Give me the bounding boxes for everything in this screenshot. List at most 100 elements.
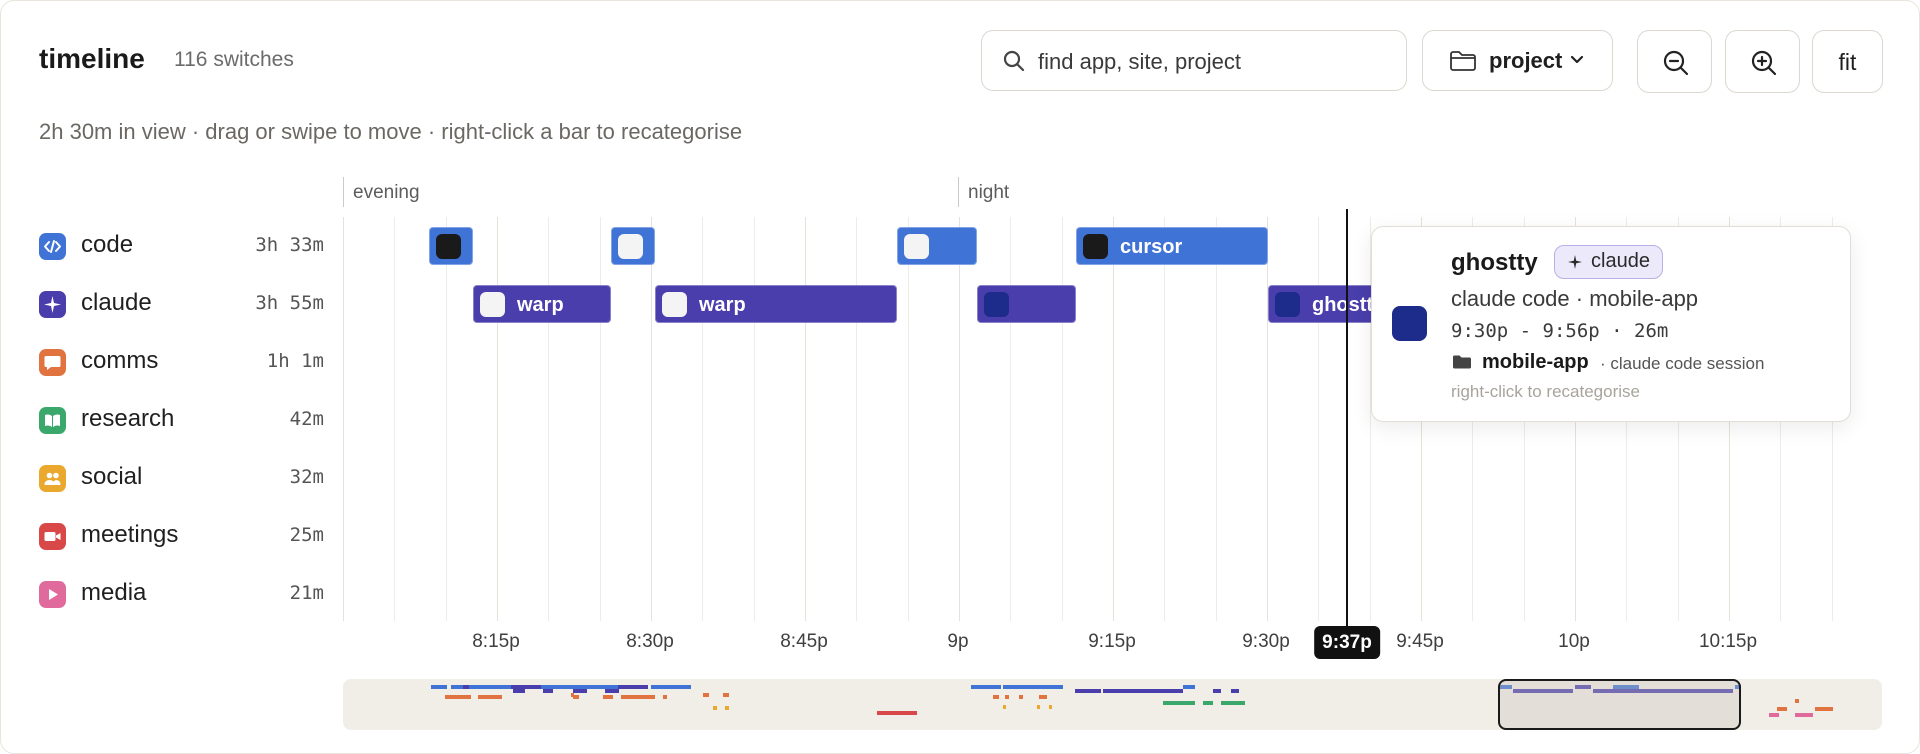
timeline-track[interactable]: evening night 8:15p 8:30p 8:45p 9p 9:15p… [343, 177, 1855, 659]
minimap-viewport[interactable] [1498, 679, 1741, 730]
minimap-segment [1005, 695, 1009, 699]
page-title: timeline [39, 43, 145, 74]
minimap-segment [431, 685, 445, 689]
activity-bar[interactable]: ghostty [1268, 285, 1388, 323]
minimap-segment [511, 685, 567, 689]
category-name: claude [81, 289, 152, 316]
grid-line [1010, 217, 1011, 621]
folder-icon [1453, 355, 1471, 369]
minimap-segment [1003, 685, 1033, 689]
category-row-research[interactable]: research 42m [39, 405, 324, 435]
category-duration: 21m [289, 582, 324, 604]
zoom-out-button[interactable] [1637, 30, 1712, 93]
grid-line [1164, 217, 1165, 621]
project-filter-button[interactable]: project [1422, 30, 1613, 91]
grid-line [1113, 217, 1114, 621]
grid-line [600, 217, 601, 621]
minimap-segment [1003, 705, 1006, 709]
bar-label: warp [699, 294, 746, 316]
minimap-segment [1795, 713, 1813, 717]
minimap-segment [1049, 705, 1052, 709]
minimap-segment [1593, 689, 1653, 693]
time-tick: 8:15p [472, 631, 520, 652]
minimap-segment [1037, 705, 1040, 709]
minimap-segment [663, 695, 667, 699]
category-duration: 3h 55m [255, 292, 324, 314]
minimap-segment [1575, 685, 1591, 689]
category-duration: 32m [289, 466, 324, 488]
zoom-in-button[interactable] [1725, 30, 1800, 93]
play-icon [39, 581, 66, 608]
minimap-segment [1769, 713, 1779, 717]
activity-bar[interactable]: warp [473, 285, 611, 323]
minimap-segment [1103, 689, 1153, 693]
time-tick: 10p [1558, 631, 1590, 652]
activity-bar[interactable] [897, 227, 977, 265]
activity-bar[interactable] [611, 227, 655, 265]
minimap-segment [1815, 707, 1833, 711]
grid-line [343, 217, 344, 621]
cursor-icon [436, 234, 461, 259]
category-row-social[interactable]: social 32m [39, 463, 324, 493]
activity-bar[interactable] [429, 227, 473, 265]
category-row-code[interactable]: code 3h 33m [39, 231, 324, 261]
minimap-segment [463, 685, 469, 689]
minimap-segment [1653, 689, 1733, 693]
tooltip-session: · claude code session [1600, 354, 1765, 373]
minimap-segment [1613, 685, 1639, 689]
fit-label: fit [1838, 49, 1857, 75]
zoom-in-icon [1751, 50, 1777, 76]
minimap-segment [1777, 707, 1787, 711]
time-tick: 9:30p [1242, 631, 1290, 652]
chevron-down-icon [1570, 55, 1584, 64]
category-row-meetings[interactable]: meetings 25m [39, 521, 324, 551]
minimap-segment [605, 689, 619, 693]
minimap-segment [441, 685, 447, 689]
search-input[interactable]: find app, site, project [981, 30, 1407, 91]
category-duration: 42m [289, 408, 324, 430]
minimap-segment [603, 695, 613, 699]
category-badge: claude [1554, 245, 1663, 279]
tooltip-hint: right-click to recategorise [1451, 382, 1640, 401]
minimap-segment [478, 695, 502, 699]
tooltip-time-range: 9:30p - 9:56p · 26m [1451, 320, 1669, 342]
category-row-comms[interactable]: comms 1h 1m [39, 347, 324, 377]
minimap-segment [618, 685, 648, 689]
activity-bar[interactable] [977, 285, 1076, 323]
book-icon [39, 407, 66, 434]
minimap-segment [1221, 701, 1245, 705]
minimap-segment [445, 695, 471, 699]
chrome-icon [904, 234, 929, 259]
category-row-claude[interactable]: claude 3h 55m [39, 289, 324, 319]
minimap-segment [635, 695, 655, 699]
minimap-segment [543, 689, 553, 693]
sparkle-icon [1568, 255, 1582, 269]
minimap-segment [1039, 695, 1047, 699]
category-name: meetings [81, 521, 179, 548]
warp-icon [480, 292, 505, 317]
minimap-segment [571, 693, 574, 697]
warp-icon [662, 292, 687, 317]
category-name: social [81, 463, 143, 490]
time-tick: 9:45p [1396, 631, 1444, 652]
category-duration: 3h 33m [255, 234, 324, 256]
time-tick: 8:30p [626, 631, 674, 652]
minimap-segment [1500, 685, 1512, 689]
ghostty-icon [1392, 306, 1427, 341]
fit-button[interactable]: fit [1812, 30, 1883, 93]
bar-label: ghostty [1312, 294, 1385, 316]
grid-line [1062, 217, 1063, 621]
category-row-media[interactable]: media 21m [39, 579, 324, 609]
minimap-segment [723, 693, 729, 697]
minimap-segment [1203, 701, 1213, 705]
sparkle-icon [39, 291, 66, 318]
timeline-minimap[interactable] [343, 679, 1882, 730]
period-label: evening [353, 182, 420, 203]
tooltip-subtitle: claude code · mobile-app [1451, 286, 1699, 311]
ghostty-icon [984, 292, 1009, 317]
grid-line [446, 217, 447, 621]
activity-bar[interactable]: cursor [1076, 227, 1268, 265]
category-name: media [81, 579, 147, 606]
activity-bar[interactable]: warp [655, 285, 897, 323]
